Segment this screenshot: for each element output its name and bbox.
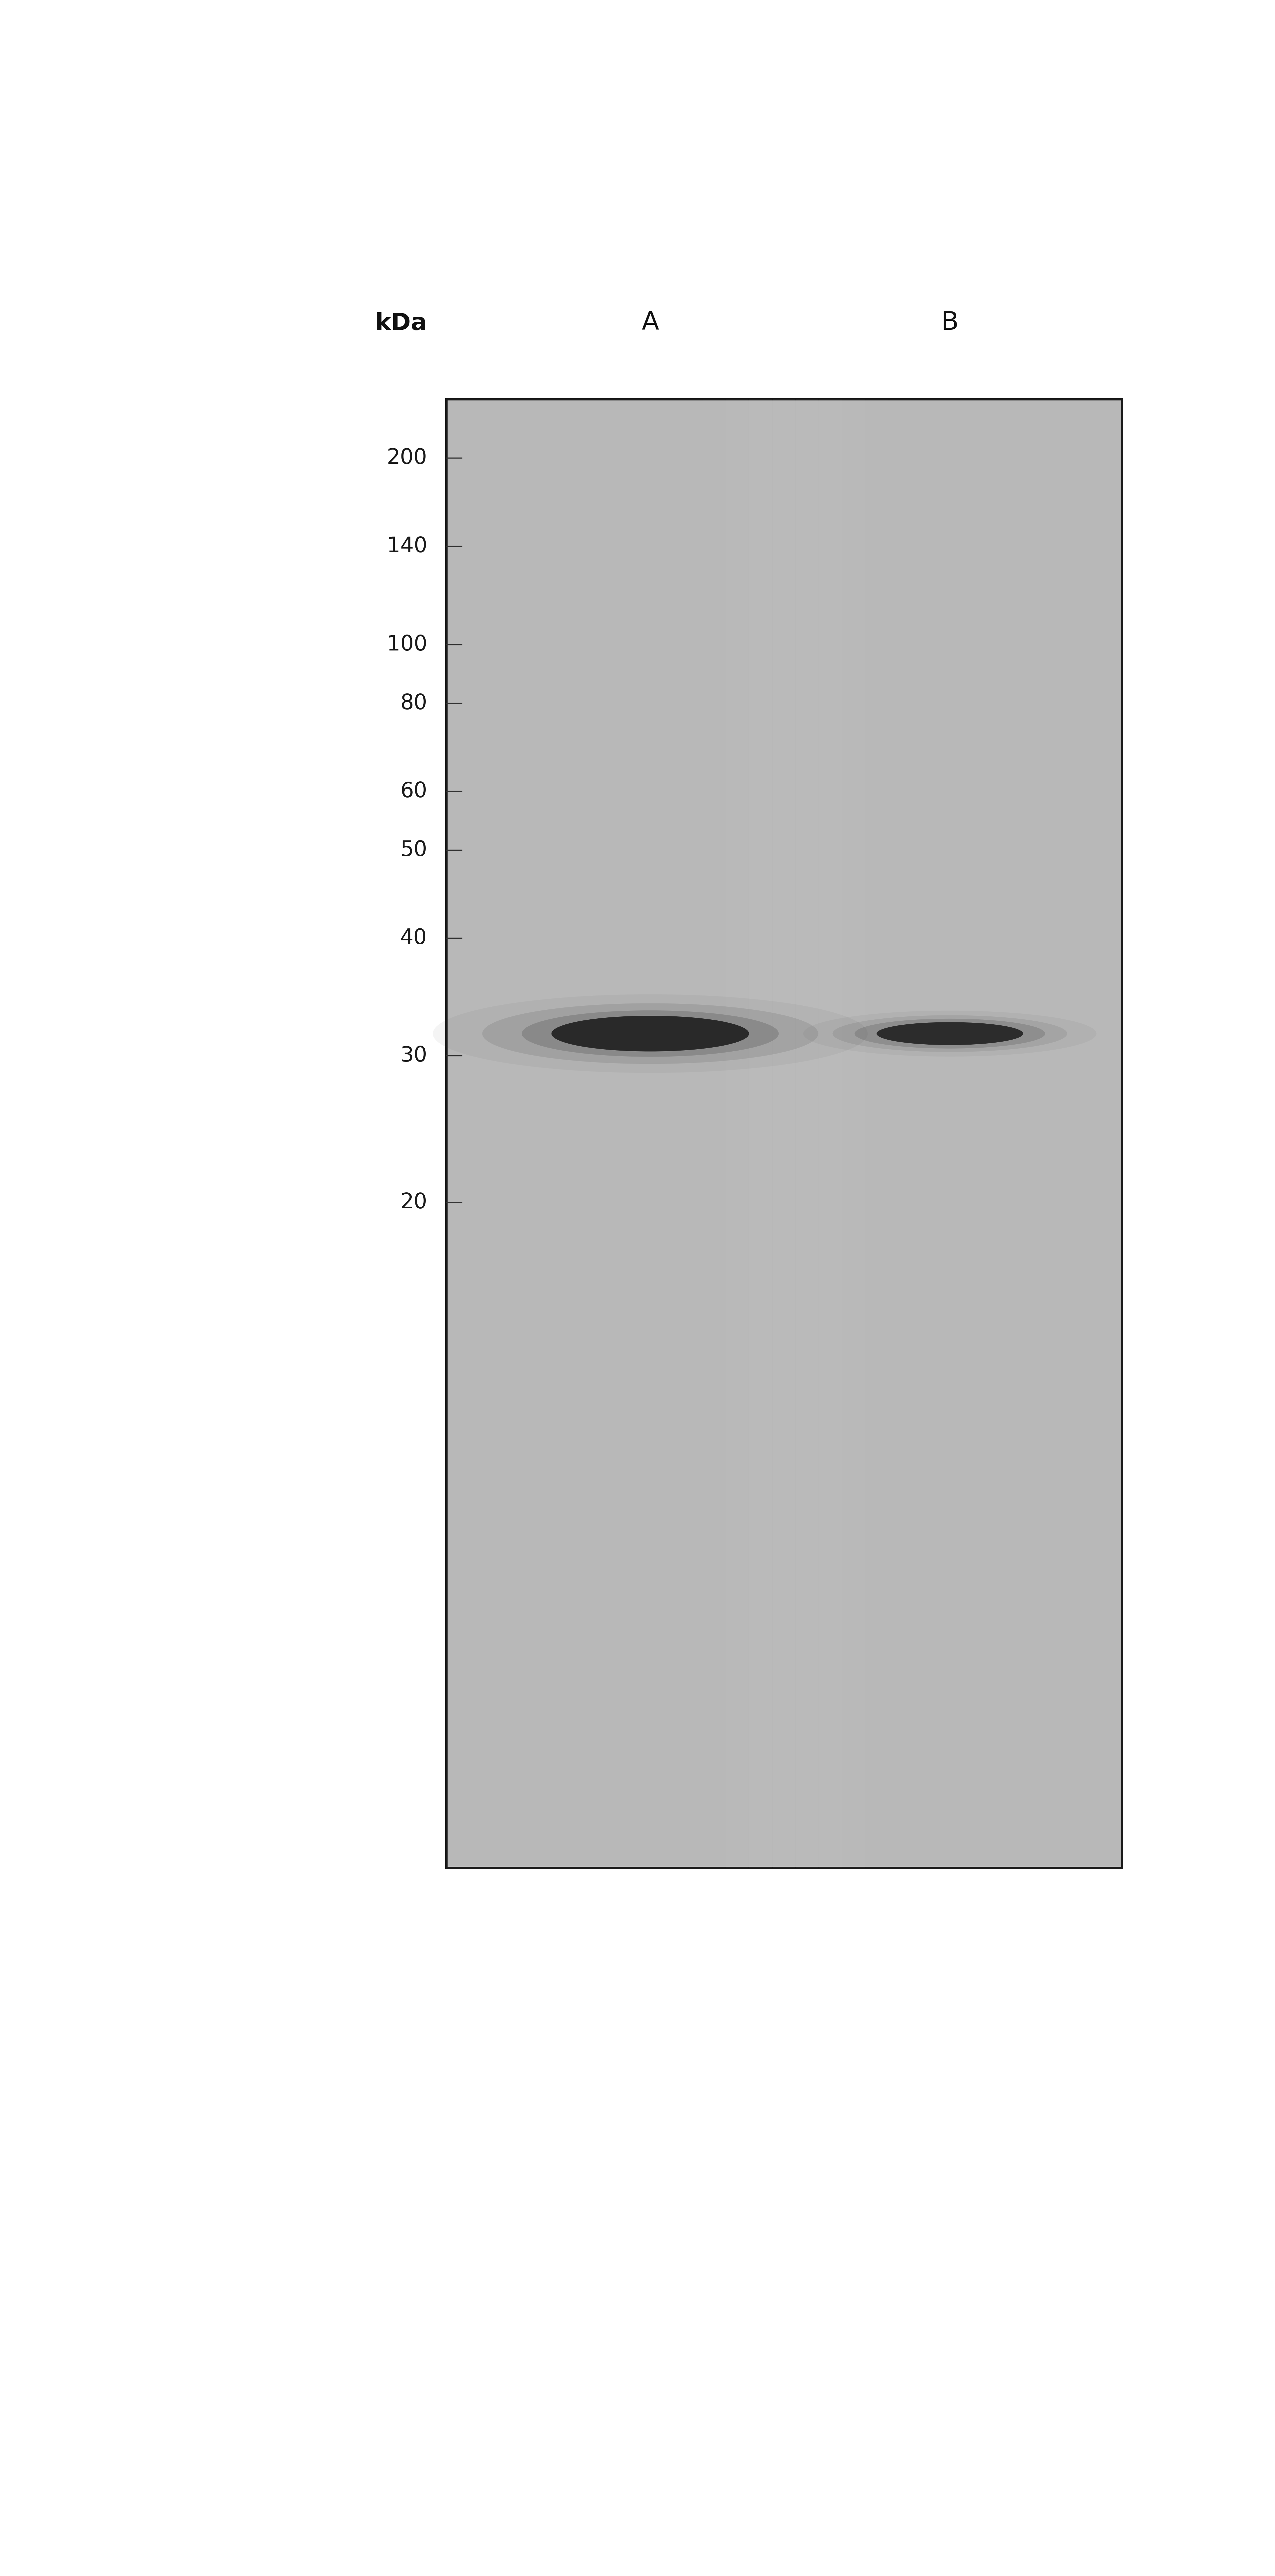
Bar: [1029, 399, 1052, 1868]
Bar: [1052, 399, 1075, 1868]
Bar: [1122, 399, 1145, 1868]
Bar: [866, 399, 889, 1868]
Bar: [703, 399, 725, 1868]
Ellipse shape: [833, 1015, 1067, 1051]
Bar: [469, 399, 492, 1868]
Bar: [680, 399, 701, 1868]
Bar: [936, 399, 958, 1868]
Ellipse shape: [803, 1010, 1096, 1056]
Ellipse shape: [521, 1010, 779, 1056]
Text: 50: 50: [400, 840, 427, 860]
Bar: [959, 399, 982, 1868]
Bar: [1075, 399, 1098, 1868]
Bar: [796, 399, 819, 1868]
Bar: [632, 399, 655, 1868]
Ellipse shape: [482, 1002, 819, 1064]
Text: B: B: [941, 309, 959, 335]
Bar: [773, 399, 796, 1868]
Text: 40: 40: [400, 927, 427, 948]
Text: 60: 60: [400, 781, 427, 801]
Bar: [913, 399, 935, 1868]
Bar: [493, 399, 515, 1868]
Bar: [843, 399, 864, 1868]
Text: 20: 20: [400, 1193, 427, 1213]
Bar: [446, 399, 1122, 1868]
Bar: [819, 399, 842, 1868]
Text: A: A: [641, 309, 659, 335]
Bar: [539, 399, 562, 1868]
Bar: [982, 399, 1005, 1868]
Text: 80: 80: [400, 693, 427, 714]
Text: 200: 200: [386, 448, 427, 469]
Text: kDa: kDa: [375, 312, 427, 335]
Bar: [1099, 399, 1121, 1868]
Text: 140: 140: [386, 536, 427, 556]
Bar: [562, 399, 585, 1868]
Bar: [750, 399, 771, 1868]
Text: 30: 30: [400, 1046, 427, 1066]
Bar: [586, 399, 608, 1868]
Bar: [655, 399, 678, 1868]
Bar: [725, 399, 748, 1868]
Bar: [446, 399, 469, 1868]
Bar: [1006, 399, 1028, 1868]
Bar: [889, 399, 912, 1868]
Bar: [516, 399, 538, 1868]
Ellipse shape: [434, 994, 867, 1072]
Text: 100: 100: [386, 634, 427, 654]
Ellipse shape: [552, 1015, 750, 1051]
Ellipse shape: [877, 1023, 1024, 1046]
Bar: [609, 399, 632, 1868]
Ellipse shape: [854, 1018, 1046, 1048]
